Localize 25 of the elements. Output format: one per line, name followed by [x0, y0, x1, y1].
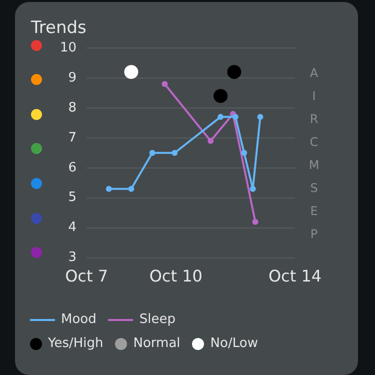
text: S [309, 181, 319, 195]
text: P [309, 227, 319, 241]
chart-title: Trends [31, 18, 86, 38]
text: M [308, 158, 320, 172]
legend-label: Sleep [139, 312, 176, 327]
y-tick-label: 10 [60, 40, 77, 56]
y-tick-label: 5 [68, 190, 77, 206]
x-tick-label: Oct 14 [268, 266, 322, 286]
y-tick-label: 3 [68, 250, 77, 266]
text: E [309, 204, 319, 218]
text: C [308, 135, 320, 149]
x-tick-label: Oct 7 [65, 266, 108, 286]
y-tick-label: 8 [68, 100, 77, 116]
text: A [308, 66, 320, 80]
x-tick-label: Oct 10 [149, 266, 202, 286]
legend-label: Yes/High [48, 336, 104, 351]
y-tick-label: 9 [68, 70, 77, 86]
y-tick-label: 4 [68, 220, 77, 236]
y-tick-label: 7 [68, 130, 77, 146]
legend-label: No/Low [210, 336, 258, 351]
text: R [308, 112, 320, 126]
y-tick-label: 6 [68, 160, 77, 176]
text: I [311, 89, 317, 103]
legend-label: Mood [61, 312, 96, 327]
legend-label: Normal [133, 336, 180, 351]
